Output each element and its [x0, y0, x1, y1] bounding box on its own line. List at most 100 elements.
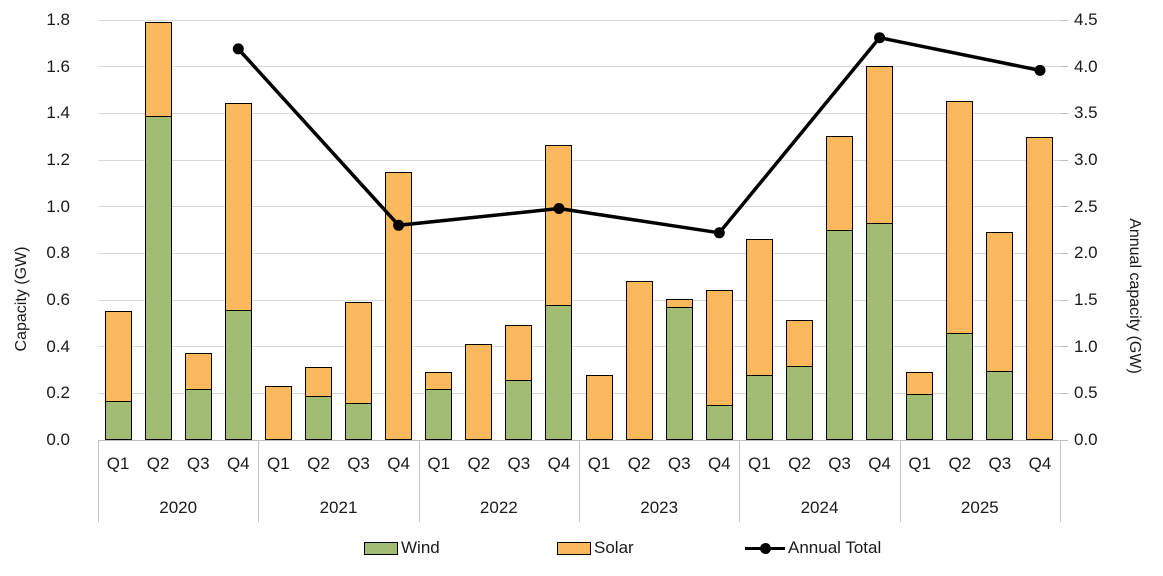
line-marker-icon: [745, 537, 785, 559]
quarter-label-2025-Q4: Q4: [1028, 454, 1052, 473]
gridline: [98, 19, 1060, 21]
year-label-2022: 2022: [479, 498, 518, 517]
left-axis-tick-label: 0.0: [46, 430, 70, 449]
bar-wind-2022-Q1: [425, 388, 453, 440]
right-axis-tick: [1060, 299, 1068, 301]
bar-solar-2020-Q2: [144, 21, 172, 118]
bar-wind-2025-Q2: [946, 332, 974, 440]
year-label-2021: 2021: [319, 498, 358, 517]
bar-solar-2020-Q3: [184, 352, 212, 391]
gridline: [98, 112, 1060, 114]
bar-wind-2022-Q3: [505, 379, 533, 440]
annual-total-point-2025: [1034, 64, 1046, 76]
quarter-label-2022-Q2: Q2: [467, 454, 491, 473]
quarter-label-2020-Q1: Q1: [106, 454, 130, 473]
quarter-label-2025-Q2: Q2: [948, 454, 972, 473]
quarter-label-2020-Q2: Q2: [146, 454, 170, 473]
bar-wind-2025-Q3: [986, 370, 1014, 440]
left-axis-tick-label: 0.8: [46, 243, 70, 263]
right-axis-tick-label: 4.5: [1074, 10, 1098, 29]
left-axis-tick-label: 0.4: [46, 336, 70, 356]
quarter-label-2021-Q4: Q4: [387, 454, 410, 473]
left-axis-tick-label: 1.8: [46, 10, 70, 29]
gridline: [98, 66, 1060, 68]
annual-total-point-2020: [232, 43, 244, 55]
quarter-label-2023-Q2: Q2: [627, 454, 651, 473]
gridline: [98, 206, 1060, 208]
right-axis-tick-label: 1.5: [1074, 290, 1098, 309]
quarter-label-2021-Q2: Q2: [307, 454, 330, 473]
quarter-label-2024-Q4: Q4: [868, 454, 891, 473]
category-separator: [899, 440, 901, 522]
category-separator: [579, 440, 580, 522]
right-axis-tick-label: 4.0: [1074, 56, 1098, 76]
left-axis-tick-label: 1.6: [46, 56, 70, 76]
left-axis-tick-label: 1.2: [46, 150, 70, 169]
solar-legend-swatch-icon: [557, 541, 591, 555]
quarter-label-2023-Q4: Q4: [707, 454, 731, 473]
year-label-2023: 2023: [640, 498, 679, 517]
right-axis-tick-label: 0.0: [1074, 430, 1098, 449]
year-label-2025: 2025: [960, 498, 999, 517]
left-axis-tick-label: 1.4: [46, 103, 70, 123]
annual-total-point-2023: [713, 227, 725, 239]
bar-wind-2020-Q3: [184, 388, 212, 440]
bar-solar-2024-Q4: [866, 65, 894, 225]
bar-wind-2021-Q2: [304, 395, 332, 440]
category-separator: [258, 440, 260, 522]
bar-solar-2022-Q2: [465, 344, 493, 440]
right-axis-tick: [1060, 206, 1068, 208]
wind-legend-swatch-icon: [364, 541, 398, 555]
annual-total-line: [237, 35, 1041, 235]
category-separator: [1060, 440, 1061, 522]
category-separator: [739, 440, 741, 522]
quarter-label-2023-Q3: Q3: [667, 454, 691, 473]
quarter-label-2024-Q2: Q2: [788, 454, 811, 473]
year-label-2024: 2024: [800, 498, 839, 517]
quarter-label-2021-Q1: Q1: [267, 454, 290, 473]
annual-total-point-2022: [553, 203, 565, 214]
bar-solar-2022-Q3: [505, 324, 533, 381]
right-axis-tick: [1060, 66, 1068, 68]
legend-label: Annual Total: [788, 538, 882, 557]
right-axis-tick: [1060, 392, 1068, 394]
gridline: [98, 252, 1060, 254]
quarter-label-2024-Q1: Q1: [748, 454, 771, 473]
bar-wind-2024-Q2: [785, 365, 813, 440]
bar-solar-2023-Q3: [665, 299, 693, 309]
bar-solar-2020-Q4: [224, 103, 252, 311]
right-axis-tick: [1060, 252, 1068, 254]
bar-wind-2020-Q2: [144, 115, 172, 440]
left-axis-tick-label: 0.2: [46, 383, 70, 403]
bar-wind-2022-Q4: [545, 304, 573, 440]
left-axis-tick-label: 1.0: [46, 196, 70, 216]
bar-wind-2024-Q1: [745, 374, 773, 440]
quarter-label-2022-Q1: Q1: [427, 454, 451, 473]
quarter-label-2025-Q3: Q3: [988, 454, 1012, 473]
bar-solar-2025-Q2: [946, 100, 974, 335]
annual-total-point-2021: [393, 219, 405, 231]
right-axis-tick: [1060, 19, 1068, 21]
year-label-2020: 2020: [159, 498, 198, 517]
bar-solar-2022-Q1: [425, 371, 453, 391]
quarter-label-2022-Q3: Q3: [507, 454, 531, 473]
bar-solar-2021-Q1: [264, 386, 292, 440]
annual-total-point-2024: [874, 32, 886, 44]
right-axis-tick: [1060, 112, 1068, 114]
bar-wind-2023-Q4: [705, 405, 733, 440]
category-separator: [98, 440, 99, 522]
gridline: [98, 346, 1060, 348]
quarter-label-2021-Q3: Q3: [347, 454, 370, 473]
bar-solar-2025-Q3: [986, 231, 1014, 372]
right-axis-tick-label: 0.5: [1074, 383, 1098, 403]
right-axis-tick-label: 2.0: [1074, 243, 1098, 263]
bar-solar-2021-Q2: [304, 366, 332, 398]
bar-solar-2025-Q1: [906, 371, 934, 395]
right-axis-tick-label: 3.0: [1074, 150, 1098, 169]
legend-item-annual-total: Annual Total: [745, 537, 881, 559]
right-axis-tick: [1060, 439, 1068, 441]
bar-solar-2024-Q3: [826, 135, 854, 232]
legend-label: Wind: [401, 538, 440, 557]
quarter-label-2020-Q4: Q4: [226, 454, 250, 473]
category-separator: [418, 440, 420, 522]
